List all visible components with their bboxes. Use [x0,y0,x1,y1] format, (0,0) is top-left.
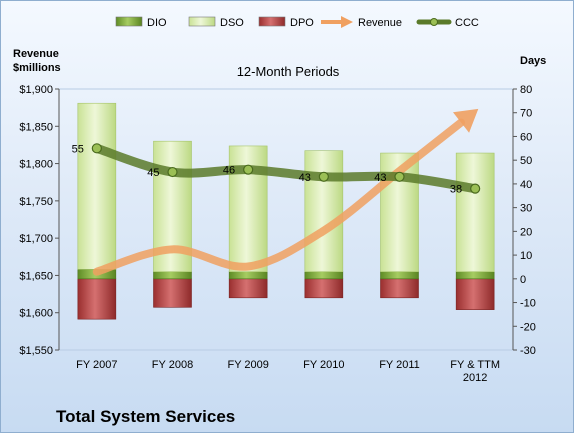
right-tick-label: 10 [520,250,532,262]
ccc-data-label: 55 [72,143,84,155]
legend-swatch-ccc-marker [430,18,438,26]
ccc-marker [394,171,405,182]
legend-label-dio: DIO [147,17,167,29]
revenue-line-path [92,118,466,276]
ccc-line: 55 45 46 43 43 38 [72,143,481,196]
dpo-bar [455,278,495,310]
right-tick-label: 60 [520,131,532,143]
right-tick-label: -20 [520,321,536,333]
ccc-data-label: 45 [147,167,159,179]
ccc-data-label: 46 [223,165,235,177]
right-axis: -30 -20 -10 0 10 20 30 40 50 60 70 80 [512,84,536,357]
ccc-data-label: 38 [450,184,462,196]
plot-border [58,88,514,351]
left-tick-label: $1,850 [19,121,53,133]
plot-area [58,88,514,351]
legend-label-dso: DSO [220,17,244,29]
dso-bar [77,102,117,270]
category-label: FY & TTM [450,359,500,371]
legend: DIO DSO DPO Revenue CCC [115,16,479,29]
right-tick-label: 70 [520,108,532,120]
ccc-marker [91,143,102,154]
category-labels: FY 2007 FY 2008 FY 2009 FY 2010 FY 2011 FY & … [76,359,500,384]
left-tick-label: $1,600 [19,308,53,320]
revenue-arrowhead [452,108,479,133]
left-axis-title-line2: $millions [13,62,61,74]
dpo-bar [153,278,192,308]
right-tick-label: 30 [520,203,532,215]
right-tick-label: -30 [520,345,536,357]
category-label: FY 2007 [76,359,117,371]
right-axis-title: Days [520,55,546,67]
legend-label-ccc: CCC [455,17,479,29]
legend-swatch-dpo [258,16,286,27]
category-label: FY 2010 [303,359,344,371]
legend-label-revenue: Revenue [358,17,402,29]
ccc-marker [243,164,254,175]
category-label: FY 2008 [152,359,193,371]
left-axis-title-line1: Revenue [13,48,59,60]
dpo-bar [228,278,268,299]
category-label: 2012 [463,372,487,384]
ccc-marker [470,183,481,194]
bars [77,102,495,320]
dio-bar [153,271,192,280]
right-tick-label: -10 [520,298,536,310]
left-tick-label: $1,750 [19,196,53,208]
legend-swatch-dio [115,16,143,27]
dpo-bar [77,278,117,320]
legend-label-dpo: DPO [290,17,314,29]
dio-bar [228,271,268,280]
left-axis: $1,550 $1,600 $1,650 $1,700 $1,750 $1,800 $1,8… [19,84,60,357]
dio-bar [304,271,344,280]
revenue-line [92,108,479,276]
company-name: Total System Services [56,407,235,426]
left-tick-label: $1,800 [19,159,53,171]
ccc-marker [318,171,329,182]
dio-bar [380,271,419,280]
legend-swatch-dso [188,16,216,27]
dso-bar [304,150,344,272]
dso-bar [455,152,495,272]
legend-swatch-revenue-head [341,16,353,28]
dio-bar [455,271,495,280]
left-tick-label: $1,700 [19,233,53,245]
left-tick-label: $1,550 [19,345,53,357]
ccc-data-label: 43 [299,172,311,184]
right-tick-label: 80 [520,84,532,96]
dpo-bar [380,278,419,299]
dpo-bar [304,278,344,299]
ccc-marker [167,166,178,178]
ccc-data-label: 43 [374,172,386,184]
right-tick-label: 40 [520,179,532,191]
right-tick-label: 0 [520,274,526,286]
right-tick-label: 20 [520,226,532,238]
left-tick-label: $1,650 [19,270,53,282]
category-label: FY 2011 [379,359,420,371]
category-label: FY 2009 [227,359,268,371]
left-tick-label: $1,900 [19,84,53,96]
right-tick-label: 50 [520,155,532,167]
chart-title: 12-Month Periods [237,64,340,79]
ccc-line-path [92,143,480,194]
